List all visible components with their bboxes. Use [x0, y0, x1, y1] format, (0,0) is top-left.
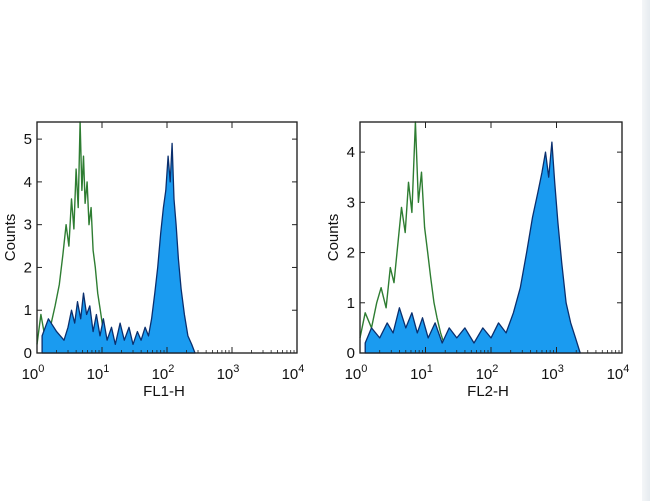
fl1-y-tick-label: 4 — [24, 174, 32, 191]
fl1-control-histogram — [36, 121, 115, 354]
fl2-y-tick-label: 1 — [347, 295, 355, 312]
fl2-y-tick-label: 0 — [347, 345, 355, 362]
fl1-y-tick-label: 5 — [24, 131, 32, 148]
fl1-x-tick-label: 101 — [87, 363, 110, 383]
fl1-y-tick-label: 2 — [24, 259, 32, 276]
fl2-histogram-panel: 0 1 2 3 4 100 101 102 103 104 FL2-H Counts — [325, 121, 630, 400]
fl1-histogram-panel: 0 1 2 3 4 5 100 101 102 103 104 FL1-H Counts — [2, 121, 305, 400]
fl2-x-axis-title: FL2-H — [467, 383, 509, 400]
fl2-x-tick-label: 100 — [345, 363, 368, 383]
fl2-y-tick-label: 2 — [347, 245, 355, 262]
fl2-x-tick-label: 104 — [607, 363, 630, 383]
fl1-x-tick-label: 104 — [282, 363, 305, 383]
fl2-y-axis-title: Counts — [325, 214, 342, 262]
fl2-y-tick-label: 4 — [347, 144, 355, 161]
fl1-sample-histogram — [41, 142, 196, 354]
fl1-y-axis-title: Counts — [2, 214, 19, 262]
fl2-y-tick-label: 3 — [347, 194, 355, 211]
fl1-x-tick-label: 100 — [22, 363, 45, 383]
fl2-x-tick-label: 103 — [541, 363, 564, 383]
fl1-y-tick-label: 0 — [24, 345, 32, 362]
fl1-y-tick-label: 1 — [24, 302, 32, 319]
fl1-x-axis-title: FL1-H — [143, 383, 185, 400]
fl2-plot-frame — [359, 121, 623, 354]
fl1-x-tick-label: 102 — [152, 363, 175, 383]
fl1-x-tick-label: 103 — [217, 363, 240, 383]
fl2-control-histogram — [359, 121, 449, 354]
edge-strip — [642, 0, 650, 501]
fl2-sample-histogram — [364, 141, 581, 354]
fl1-y-tick-label: 3 — [24, 217, 32, 234]
fl2-x-tick-label: 101 — [410, 363, 433, 383]
fl2-x-tick-label: 102 — [476, 363, 499, 383]
